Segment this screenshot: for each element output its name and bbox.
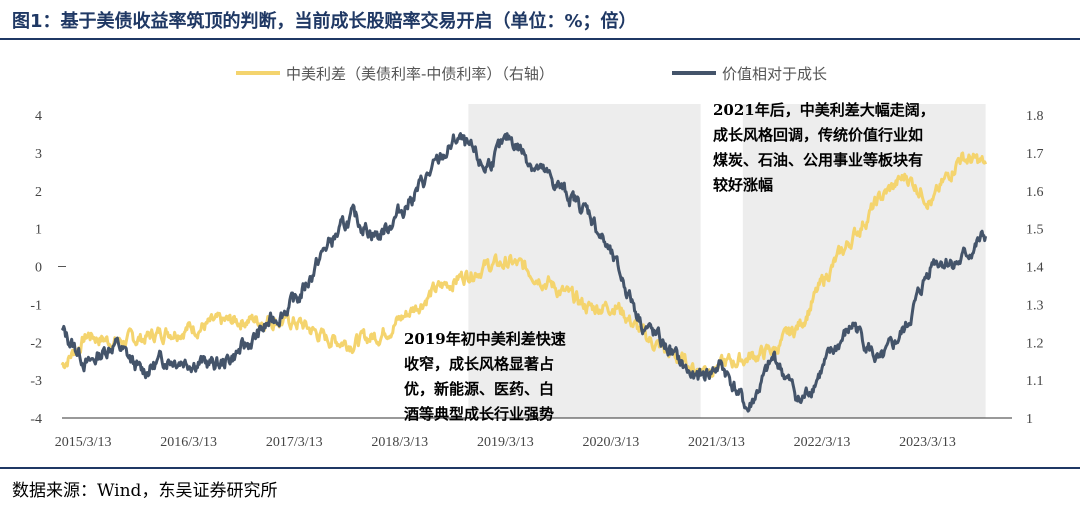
annotation-line: 煤炭、石油、公用事业等板块有 [713,151,923,169]
y-right-tick-label: 1.4 [1026,261,1044,276]
annotation-line: 2021年后，中美利差大幅走阔， [713,101,935,119]
bottom-rule [0,467,1080,469]
top-rule [0,38,1080,40]
axis-layer: 2015/3/13 2016/3/13 2017/3/13 2018/3/13 2019… [30,109,1043,450]
annotation-line: 酒等典型成长行业强势 [404,405,554,423]
legend-label-spread: 中美利差（美债利率-中债利率）（右轴） [286,65,554,83]
legend: 中美利差（美债利率-中债利率）（右轴） 价值相对于成长 [236,65,827,83]
annotation-line: 优，新能源、医药、白 [404,380,554,398]
legend-label-value-growth: 价值相对于成长 [722,65,827,83]
y-left-tick-label: 0 [35,261,42,276]
x-tick-label: 2015/3/13 [55,435,112,450]
y-left-tick-label: -2 [30,336,42,351]
series-line-value-growth [60,132,988,413]
x-tick-label: 2021/3/13 [688,435,745,450]
annotation-line: 收窄，成长风格显著占 [404,355,554,373]
annotation-line: 较好涨幅 [713,176,773,194]
y-left-tick-label: 2 [35,185,42,200]
series-layer [60,132,988,413]
y-right-tick-label: 1 [1026,412,1033,427]
y-left-tick-label: -1 [30,298,42,313]
x-tick-label: 2022/3/13 [794,435,851,450]
y-left-tick-label: 3 [35,147,42,162]
annotation-line: 2019年初中美利差快速 [404,330,566,348]
y-right-tick-label: 1.5 [1026,223,1044,238]
x-tick-label: 2016/3/13 [160,435,217,450]
source-note: 数据来源：Wind，东吴证券研究所 [12,481,278,501]
x-tick-label: 2020/3/13 [582,435,639,450]
annotation-line: 成长风格回调，传统价值行业如 [713,126,923,144]
x-tick-label: 2017/3/13 [266,435,323,450]
x-tick-label: 2019/3/13 [477,435,534,450]
y-left-tick-label: -4 [30,412,42,427]
x-tick-label: 2023/3/13 [899,435,956,450]
y-right-tick-label: 1.3 [1026,298,1044,313]
y-right-tick-label: 1.1 [1026,374,1044,389]
annotation-2021: 2021年后，中美利差大幅走阔， 成长风格回调，传统价值行业如 煤炭、石油、公用… [713,101,935,194]
y-left-tick-label: -3 [30,374,42,389]
y-left-tick-label: 4 [35,109,42,124]
y-left-tick-label: 1 [35,223,42,238]
chart: 2015/3/13 2016/3/13 2017/3/13 2018/3/13 2019… [30,65,1043,450]
x-tick-label: 2018/3/13 [371,435,428,450]
y-right-tick-label: 1.7 [1026,147,1044,162]
y-right-tick-label: 1.6 [1026,185,1044,200]
figure-title: 图1：基于美债收益率筑顶的判断，当前成长股赔率交易开启（单位：%；倍） [12,11,637,32]
annotation-2019: 2019年初中美利差快速 收窄，成长风格显著占 优，新能源、医药、白 酒等典型成… [404,330,566,423]
y-right-tick-label: 1.2 [1026,336,1044,351]
series-line-spread [60,151,988,378]
y-right-tick-label: 1.8 [1026,109,1044,124]
